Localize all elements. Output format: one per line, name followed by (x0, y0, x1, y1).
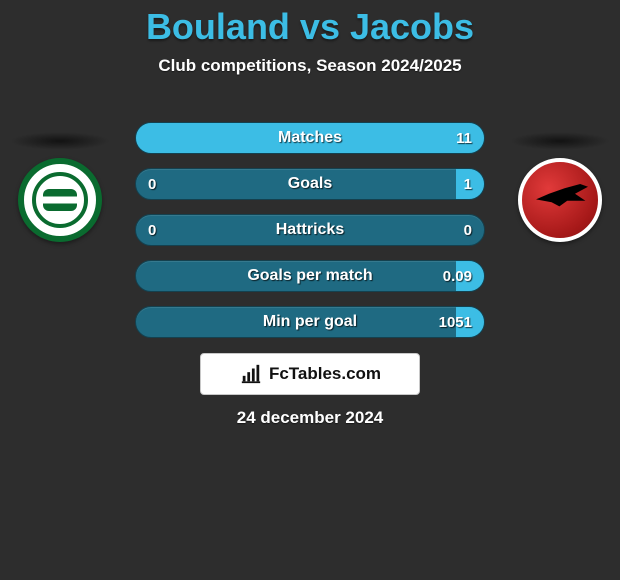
bar-chart-icon (239, 363, 263, 385)
stat-value-right: 1 (452, 169, 484, 199)
page-subtitle: Club competitions, Season 2024/2025 (0, 56, 620, 76)
team-right-badge (510, 132, 610, 224)
stat-row-goals-per-match: Goals per match 0.09 (135, 260, 485, 292)
badge-shadow (510, 132, 610, 150)
stat-row-hattricks: 0 Hattricks 0 (135, 214, 485, 246)
badge-shadow (10, 132, 110, 150)
stat-row-min-per-goal: Min per goal 1051 (135, 306, 485, 338)
stat-value-right: 1051 (427, 307, 484, 337)
stat-row-matches: Matches 11 (135, 122, 485, 154)
stat-label: Goals (136, 169, 484, 199)
stat-value-right: 11 (444, 123, 484, 153)
almere-crest-icon (518, 158, 602, 242)
stat-row-goals: 0 Goals 1 (135, 168, 485, 200)
stat-label: Hattricks (136, 215, 484, 245)
brand-text: FcTables.com (269, 364, 381, 384)
stat-value-right: 0 (452, 215, 484, 245)
groningen-crest-icon (18, 158, 102, 242)
comparison-card: Bouland vs Jacobs Club competitions, Sea… (0, 0, 620, 580)
date-text: 24 december 2024 (0, 408, 620, 428)
stat-label: Matches (136, 123, 484, 153)
stat-value-right: 0.09 (431, 261, 484, 291)
page-title: Bouland vs Jacobs (0, 0, 620, 48)
stats-list: Matches 11 0 Goals 1 0 Hattricks 0 Goals… (135, 122, 485, 352)
team-left-badge (10, 132, 110, 224)
brand-link[interactable]: FcTables.com (200, 353, 420, 395)
